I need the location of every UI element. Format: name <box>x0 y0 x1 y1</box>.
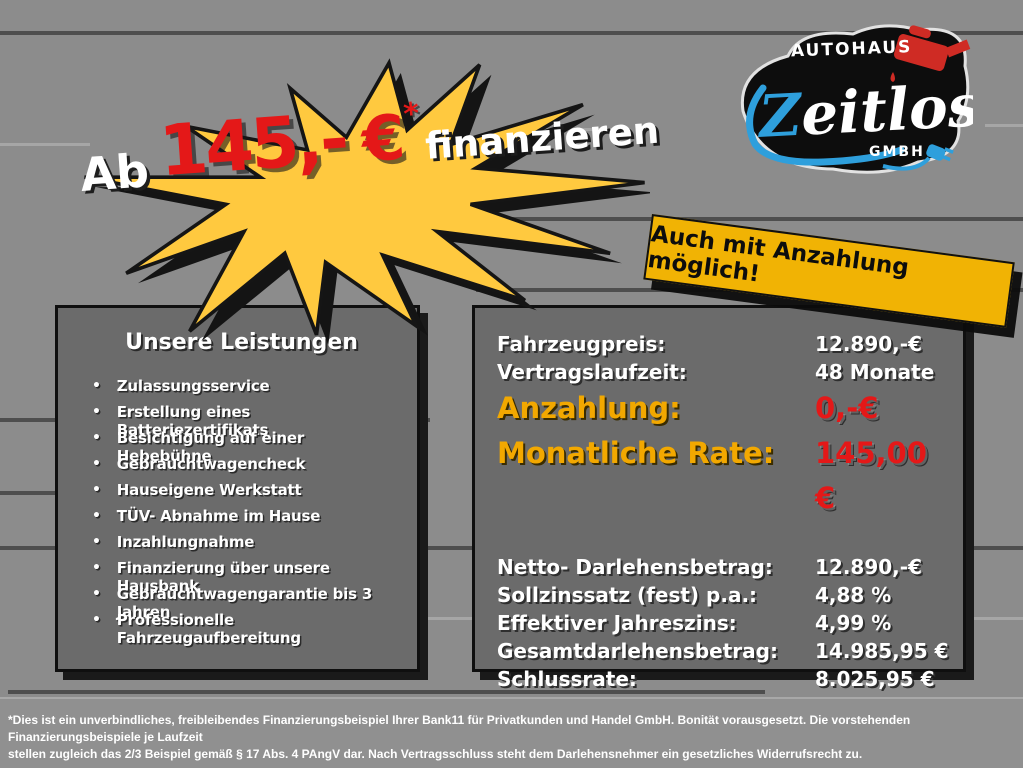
finance-row: Anzahlung: 0,-€ <box>497 386 949 431</box>
bullet-icon: • <box>92 378 101 394</box>
finance-value: 145,00 € <box>815 436 927 515</box>
finance-label: Schlussrate: <box>497 667 637 691</box>
finance-label: Netto- Darlehensbetrag: <box>497 555 773 579</box>
bullet-icon: • <box>92 560 101 576</box>
finance-value: 4,99 % <box>815 611 892 635</box>
finance-row: Vertragslaufzeit: 48 Monate <box>497 358 949 386</box>
service-item-label: Gebrauchtwagengarantie bis 3 Jahren <box>116 585 373 621</box>
finance-row: Schlussrate: 8.025,95 € <box>497 665 949 693</box>
finance-label: Anzahlung: <box>497 391 681 425</box>
service-item-label: Inzahlungnahme <box>116 533 255 551</box>
promo-amount: 145,- <box>156 97 349 193</box>
service-item: • Gebrauchtwagengarantie bis 3 Jahren <box>92 585 399 621</box>
finance-label: Effektiver Jahreszins: <box>497 611 737 635</box>
service-item: • TÜV- Abnahme im Hause <box>92 507 399 533</box>
service-item: • Zulassungsservice <box>92 377 399 403</box>
service-item-label: Finanzierung über unsere Hausbank <box>116 559 330 595</box>
asterisk-footnote-marker: * <box>402 96 421 133</box>
bullet-icon: • <box>92 430 101 446</box>
finance-label: Monatliche Rate: <box>497 436 775 470</box>
finance-row: Sollzinssatz (fest) p.a.: 4,88 % <box>497 581 949 609</box>
service-item-label: TÜV- Abnahme im Hause <box>116 507 321 525</box>
wall-seam-line <box>0 143 90 146</box>
wall-seam-line <box>0 491 57 495</box>
finance-value: 8.025,95 € <box>815 667 935 691</box>
service-item: • Besichtigung auf einer Hebebühne <box>92 429 399 465</box>
service-item: • Erstellung eines Batteriezertifikats <box>92 403 399 439</box>
dealer-logo: AUTOHAUS Zeitlos GMBH <box>740 24 973 174</box>
services-panel: Unsere Leistungen • Zulassungsservice • Ers… <box>55 305 420 672</box>
logo-swoosh <box>746 84 905 166</box>
logo-name-initial: Z <box>755 81 805 151</box>
finance-label: Vertragslaufzeit: <box>497 360 687 384</box>
finance-row: Monatliche Rate: 145,00 € <box>497 431 949 521</box>
finance-value: 0,-€ <box>815 391 879 425</box>
finance-value: 12.890,-€ <box>815 332 922 356</box>
finance-row: Netto- Darlehensbetrag: 12.890,-€ <box>497 553 949 581</box>
finance-panel: Fahrzeugpreis: 12.890,-€ Vertragslaufzeit:… <box>472 305 966 691</box>
bullet-icon: • <box>92 612 101 628</box>
finance-label: Fahrzeugpreis: <box>497 332 666 356</box>
finance-value: 4,88 % <box>815 583 892 607</box>
finance-row: Effektiver Jahreszins: 4,99 % <box>497 609 949 637</box>
disclaimer: *Dies ist ein unverbindliches, freibleib… <box>8 712 1018 763</box>
finance-label: Gesamtdarlehensbetrag: <box>497 639 778 663</box>
bullet-icon: • <box>92 534 101 550</box>
bullet-icon: • <box>92 482 101 498</box>
euro-sign: € <box>359 100 408 177</box>
service-item-label: Gebrauchtwagencheck <box>116 455 306 473</box>
plug-icon <box>882 144 954 171</box>
service-item-label: Zulassungsservice <box>116 377 270 395</box>
service-item: • Hauseigene Werkstatt <box>92 481 399 507</box>
finance-value: 48 Monate <box>815 360 935 384</box>
service-item: • Inzahlungnahme <box>92 533 399 559</box>
service-item: • Professionelle Fahrzeugaufbereitung <box>92 611 399 647</box>
promo-prefix: Ab <box>78 143 151 202</box>
disclaimer-line-1: *Dies ist ein unverbindliches, freibleib… <box>8 713 911 744</box>
wall-seam-line <box>985 124 1023 127</box>
finance-value: 14.985,95 € <box>815 639 949 663</box>
service-item-label: Professionelle Fahrzeugaufbereitung <box>116 611 301 647</box>
oil-can-icon <box>893 25 971 71</box>
wall-seam-line <box>450 217 1023 221</box>
logo-name-rest: eitlos <box>799 71 973 148</box>
promo-suffix: finanzieren <box>423 108 661 168</box>
service-item: • Gebrauchtwagencheck <box>92 455 399 481</box>
finance-table: Fahrzeugpreis: 12.890,-€ Vertragslaufzeit:… <box>497 330 949 693</box>
wall-seam-line <box>8 690 765 694</box>
logo-name: Zeitlos <box>755 71 973 151</box>
bullet-icon: • <box>92 456 101 472</box>
service-item-label: Besichtigung auf einer Hebebühne <box>116 429 305 465</box>
bullet-icon: • <box>92 586 101 602</box>
bottom-wall-band <box>0 697 1023 768</box>
services-title: Unsere Leistungen <box>125 330 358 355</box>
bullet-icon: • <box>92 404 101 420</box>
starburst-shape <box>84 58 650 345</box>
logo-bottom-text: GMBH <box>869 144 925 160</box>
bullet-icon: • <box>92 508 101 524</box>
finance-row: Fahrzeugpreis: 12.890,-€ <box>497 330 949 358</box>
finance-label: Sollzinssatz (fest) p.a.: <box>497 583 758 607</box>
services-list: • Zulassungsservice • Erstellung eines Batt… <box>84 377 399 647</box>
wall-seam-line <box>0 31 1023 35</box>
service-item-label: Erstellung eines Batteriezertifikats <box>116 403 269 439</box>
disclaimer-line-2: stellen zugleich das 2/3 Beispiel gemäß … <box>8 747 863 761</box>
service-item: • Finanzierung über unsere Hausbank <box>92 559 399 595</box>
finance-row: Gesamtdarlehensbetrag: 14.985,95 € <box>497 637 949 665</box>
finance-value: 12.890,-€ <box>815 555 922 579</box>
service-item-label: Hauseigene Werkstatt <box>116 481 302 499</box>
logo-top-text: AUTOHAUS <box>791 37 913 61</box>
oil-drip-icon <box>890 72 895 82</box>
